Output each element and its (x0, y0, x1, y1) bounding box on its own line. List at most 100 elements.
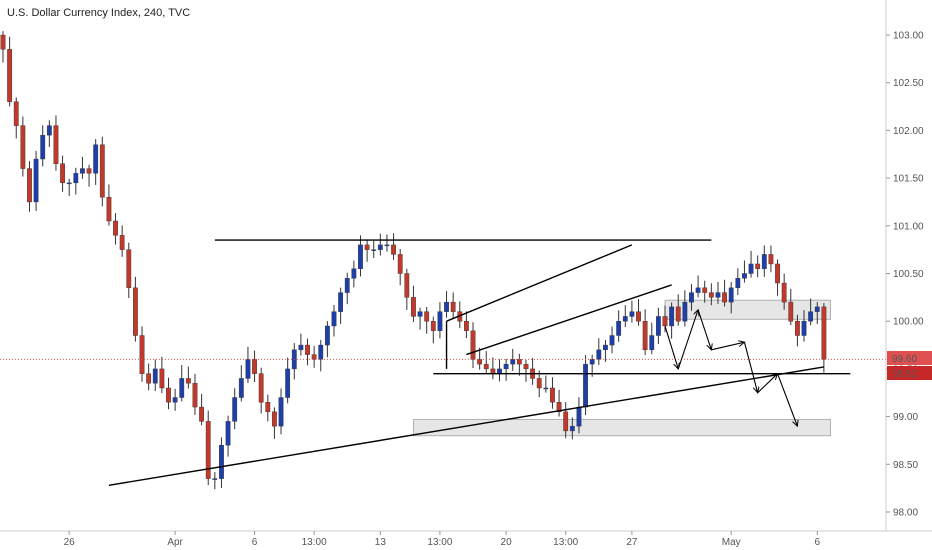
candle (205, 410, 211, 486)
candle (477, 347, 483, 370)
y-tick-label: 103.00 (893, 31, 924, 42)
projection-arrow (711, 342, 744, 351)
candle-body-up (351, 268, 357, 279)
candle-body-down (795, 321, 800, 336)
y-tick-label: 98.50 (893, 460, 918, 471)
candle (430, 316, 436, 344)
candle (93, 139, 99, 185)
candle (437, 302, 443, 339)
candle-body-up (225, 421, 231, 446)
candle-body-up (344, 278, 350, 293)
candle (814, 302, 820, 324)
candle-body-up (649, 335, 655, 351)
x-tick-label: 20 (501, 537, 513, 548)
candle-body-down (642, 321, 648, 351)
candle-body-down (272, 411, 277, 427)
candle (735, 268, 741, 296)
candle (252, 350, 257, 382)
candle (351, 260, 357, 288)
candle-body-up (331, 311, 337, 327)
candle (331, 304, 337, 337)
candle (682, 290, 688, 327)
candle (212, 472, 218, 490)
candle (225, 415, 231, 457)
candle-body-up (603, 344, 608, 351)
candle-body-up (655, 316, 661, 336)
candle (13, 97, 19, 139)
candle (536, 370, 542, 398)
candle-body-down (411, 297, 416, 317)
candle (371, 240, 377, 258)
candle (483, 351, 489, 373)
candle (139, 326, 145, 382)
candle (113, 213, 118, 245)
candle (675, 294, 681, 326)
candle-body-down (768, 254, 774, 265)
candle (146, 363, 152, 391)
candle-body-down (662, 316, 668, 327)
candle-body-down (404, 273, 410, 298)
candle (298, 333, 304, 356)
candle-body-up (278, 397, 284, 427)
candle (689, 284, 694, 311)
candle-body-down (252, 359, 257, 374)
candle-body-up (417, 311, 423, 317)
upper-zone (664, 299, 831, 320)
candle-body-up (179, 378, 185, 398)
candle-body-down (391, 244, 396, 255)
candle-body-up (238, 378, 244, 398)
candle-body-up (503, 363, 509, 370)
candle (33, 150, 39, 211)
candle (742, 260, 747, 283)
candle (768, 245, 774, 273)
candle (464, 311, 469, 339)
candle-body-up (735, 278, 741, 289)
candle-body-down (20, 125, 26, 169)
candle-body-up (596, 349, 602, 360)
candle-body-down (702, 287, 708, 293)
candle-body-down (397, 254, 403, 274)
candle (132, 276, 138, 342)
candle (424, 307, 430, 334)
y-tick-label: 101.00 (893, 221, 924, 232)
candle-body-up (808, 311, 814, 322)
candle-body-down (126, 249, 132, 289)
candle-body-up (80, 168, 85, 174)
candle-body-up (371, 249, 377, 251)
candle-body-down (99, 144, 105, 198)
time-axis[interactable]: 26 Apr 6 13:00 13 13:00 20 13:00 27 May 6 (64, 531, 821, 548)
projection-arrow (757, 374, 778, 394)
candle (444, 291, 449, 318)
candle-body-up (377, 244, 383, 250)
candle (278, 388, 284, 435)
candle (185, 366, 191, 389)
candle (80, 156, 85, 179)
candle (636, 298, 641, 326)
x-tick-label: 13:00 (553, 537, 578, 548)
candle (179, 365, 185, 402)
candle-body-up (324, 325, 330, 346)
candle-body-down (311, 354, 317, 360)
candle (563, 402, 569, 439)
candle-body-up (358, 244, 363, 269)
candle-body-down (364, 244, 370, 250)
candle-body-down (550, 387, 555, 403)
candle-body-down (563, 411, 569, 432)
candle-body-down (60, 163, 65, 184)
candle (470, 322, 476, 369)
candle-body-up (629, 311, 635, 317)
candle (199, 393, 204, 426)
candle-body-down (86, 168, 92, 174)
countdown-tag-bg (887, 366, 932, 380)
last-price-tag: 99.60 (892, 354, 917, 365)
candle (86, 164, 92, 187)
candle-body-down (132, 287, 138, 336)
candle (702, 280, 708, 303)
candle-body-down (477, 359, 483, 365)
candle-body-up (616, 321, 622, 336)
candle-body-down (192, 383, 198, 408)
x-tick-label: May (722, 537, 741, 548)
candle (384, 234, 390, 252)
